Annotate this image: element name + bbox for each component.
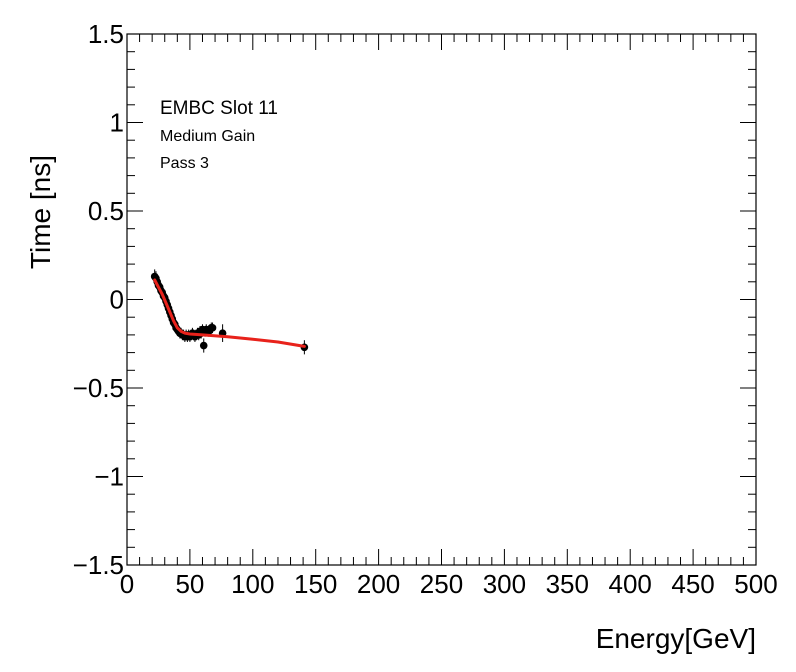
annotation-gain: Medium Gain [160,128,255,145]
fit-curve [153,278,306,348]
y-tick-label: 1 [110,108,124,138]
x-tick-label: 450 [671,569,714,599]
y-tick-label: −1 [94,462,124,492]
annotation-pass: Pass 3 [160,155,209,172]
x-axis-title: Energy[GeV] [596,623,756,654]
y-tick-label: 1.5 [88,19,124,49]
y-tick-label: 0 [110,285,124,315]
x-tick-label: 100 [231,569,274,599]
x-tick-label: 400 [609,569,652,599]
x-tick-label: 350 [546,569,589,599]
x-tick-label: 150 [294,569,337,599]
y-tick-label: 0.5 [88,196,124,226]
y-tick-label: −0.5 [73,373,124,403]
x-tick-label: 200 [357,569,400,599]
data-point [199,341,208,350]
x-tick-label: 50 [175,569,204,599]
fit-curve-group [153,278,306,348]
x-tick-labels: 0 50 100 150 200 250 300 350 400 450 500 [120,569,778,599]
x-tick-label: 0 [120,569,134,599]
y-tick-label: −1.5 [73,550,124,580]
y-axis-title: Time [ns] [25,155,56,269]
x-tick-label: 500 [734,569,777,599]
data-points [150,272,309,352]
annotation-title: EMBC Slot 11 [160,98,278,119]
y-tick-labels: −1.5 −1 −0.5 0 0.5 1 1.5 [73,19,124,580]
axis-ticks [126,33,757,566]
x-tick-label: 300 [483,569,526,599]
data-point [208,324,217,332]
x-tick-label: 250 [420,569,463,599]
